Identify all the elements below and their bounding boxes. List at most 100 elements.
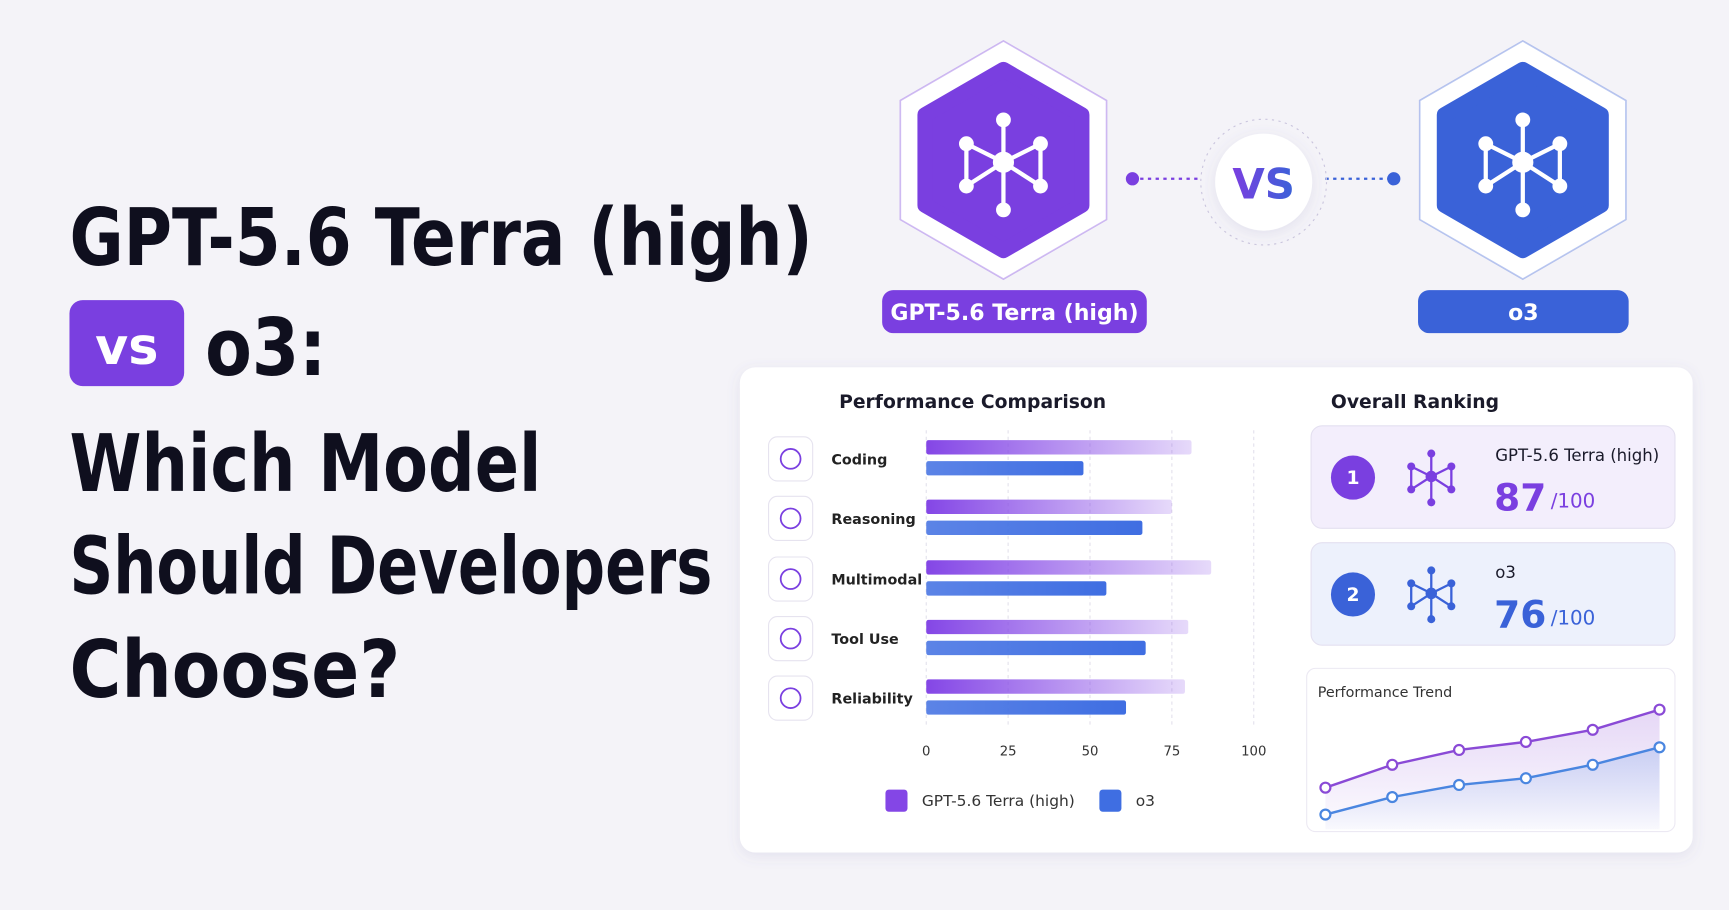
icon-node (1427, 566, 1436, 575)
icon-node (1425, 587, 1438, 600)
legend-swatch (1099, 789, 1122, 812)
icon-node (1478, 178, 1494, 194)
x-tick-label: 25 (1000, 744, 1017, 759)
category-icon-box (768, 495, 814, 542)
icon-node (1515, 202, 1531, 218)
icon-node (1478, 136, 1494, 152)
x-tick-label: 100 (1241, 744, 1266, 759)
vs-badge (69, 300, 185, 387)
icon-node (1552, 136, 1568, 152)
rank-score: 87 (1494, 476, 1546, 520)
legend-swatch (885, 789, 908, 812)
category-icon-box (768, 615, 814, 662)
vs-circle (1215, 133, 1313, 231)
connector-dot (1125, 172, 1140, 186)
trend-point (1319, 808, 1332, 821)
title-block: GPT-5.6 Terra (high) vs o3: Which Model … (69, 191, 813, 716)
category-icon (779, 568, 802, 590)
icon-node (1407, 485, 1416, 494)
trend-point (1586, 758, 1599, 771)
icon-node (1407, 462, 1416, 471)
trend-point (1452, 778, 1466, 792)
model-label: o3 (1508, 301, 1539, 326)
icon-node (1515, 112, 1531, 128)
ranking-title: Overall Ranking (1331, 392, 1499, 413)
icon-node (1427, 498, 1436, 507)
trend-point (1653, 741, 1666, 754)
icon-node (1033, 178, 1048, 194)
rank-name: GPT-5.6 Terra (high) (1495, 446, 1659, 465)
bar (926, 619, 1189, 635)
model-label: GPT-5.6 Terra (high) (890, 301, 1138, 326)
bar (926, 640, 1146, 656)
trend-point (1386, 791, 1399, 804)
rank-score: 76 (1494, 593, 1546, 637)
category-icon (779, 448, 802, 470)
bar (926, 679, 1185, 694)
icon-node (1407, 579, 1416, 588)
icon-node (1447, 602, 1456, 611)
rank-number: 1 (1346, 468, 1359, 489)
trend-point (1452, 743, 1466, 757)
content: GPT-5.6 Terra (high) o3 VS Performance Comp… (768, 39, 1676, 833)
rank-name: o3 (1495, 563, 1516, 582)
category-icon-box (768, 436, 814, 482)
icon-node (1447, 485, 1456, 494)
legend-label: GPT-5.6 Terra (high) (922, 792, 1075, 810)
icon-node (1447, 579, 1456, 588)
title-line: Which Model (69, 417, 541, 510)
bar (926, 581, 1107, 596)
category-icon (779, 687, 802, 709)
title-line: GPT-5.6 Terra (high) (69, 191, 812, 284)
chart-title: Performance Trend (1318, 685, 1453, 701)
vs-ring (1200, 118, 1328, 246)
vs-badge-text: vs (95, 317, 158, 376)
icon-node (1447, 462, 1456, 471)
icon-node (992, 151, 1015, 173)
ranking-card (1310, 425, 1676, 529)
rank-suffix: /100 (1551, 489, 1596, 512)
icon-node (996, 202, 1011, 218)
trend-line (1325, 708, 1660, 789)
model-pill (882, 290, 1147, 334)
rank-number: 2 (1346, 585, 1359, 606)
trend-point (1519, 772, 1532, 785)
chart-title: Performance Comparison (839, 392, 1106, 413)
rank-circle (1330, 572, 1376, 617)
title-line: o3: (205, 301, 326, 394)
icon-node (1425, 470, 1438, 483)
icon-node (958, 178, 974, 194)
rank-suffix: /100 (1551, 606, 1596, 629)
icon-node (958, 136, 974, 152)
category-label: Reliability (831, 692, 913, 708)
category-label: Reasoning (831, 512, 915, 528)
category-label: Tool Use (831, 632, 899, 648)
trend-point (1586, 723, 1599, 736)
x-tick-label: 75 (1163, 744, 1180, 759)
x-tick-label: 50 (1082, 744, 1099, 759)
bar (926, 440, 1192, 455)
category-label: Coding (831, 452, 887, 468)
vs-text: VS (1232, 160, 1295, 209)
category-icon (779, 507, 802, 530)
category-icon (779, 627, 802, 650)
title-line: Should Developers (69, 519, 712, 612)
x-tick-label: 0 (922, 744, 930, 759)
icon-node (1033, 136, 1048, 152)
trend-point (1386, 758, 1399, 771)
icon-node (1512, 151, 1534, 173)
trend-point (1519, 735, 1532, 748)
bar (926, 700, 1127, 715)
icon-node (1427, 615, 1436, 624)
trend-point (1319, 781, 1332, 794)
model-pill (1418, 290, 1629, 334)
trend-area (1325, 747, 1660, 830)
icon-node (1407, 602, 1416, 611)
bar (926, 520, 1143, 535)
icon-node (1552, 178, 1568, 194)
category-icon-box (768, 675, 814, 721)
bar (926, 560, 1212, 575)
trend-line (1325, 746, 1660, 816)
